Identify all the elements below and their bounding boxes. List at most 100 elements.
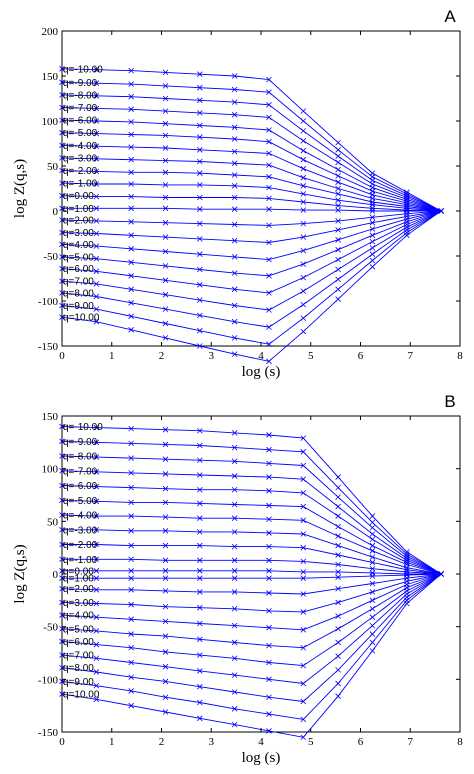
data-point-marker	[93, 483, 100, 490]
data-point-marker	[162, 263, 169, 269]
data-point-marker	[335, 227, 341, 233]
data-point-marker	[59, 652, 65, 658]
data-point-marker	[128, 556, 134, 563]
data-point-marker	[59, 453, 65, 459]
data-point-marker	[300, 544, 307, 551]
y-tick-label: -150	[38, 341, 59, 353]
series-q0.00: q=0.00	[59, 191, 444, 214]
data-point-marker	[369, 219, 376, 226]
data-point-marker	[335, 179, 341, 185]
data-point-marker	[266, 195, 272, 202]
data-point-marker	[197, 110, 203, 116]
data-point-marker	[369, 245, 376, 251]
data-point-marker	[162, 205, 169, 212]
data-point-marker	[231, 99, 238, 105]
series-label: q=6.00	[63, 264, 94, 275]
series-q8.00: q=8.00	[59, 208, 444, 330]
series-label: q=10.00	[63, 313, 100, 324]
data-point-marker	[59, 482, 65, 489]
data-point-marker	[93, 669, 100, 675]
series-label: q=3.00	[63, 228, 94, 239]
data-point-marker	[369, 573, 376, 579]
data-point-marker	[335, 207, 341, 213]
data-point-marker	[59, 104, 65, 111]
data-point-marker	[231, 237, 238, 244]
data-point-marker	[162, 194, 169, 201]
data-point-marker	[128, 659, 134, 666]
data-point-marker	[162, 588, 169, 594]
series-label: q=-2.00	[63, 166, 98, 177]
data-point-marker	[266, 222, 272, 229]
data-point-marker	[300, 449, 307, 455]
data-point-marker	[266, 432, 272, 438]
data-point-marker	[438, 571, 444, 577]
data-point-marker	[93, 281, 100, 287]
data-point-marker	[231, 286, 238, 293]
data-point-marker	[93, 614, 100, 620]
data-point-marker	[335, 680, 341, 687]
data-point-marker	[197, 557, 203, 564]
data-point-marker	[197, 312, 203, 319]
x-tick-label: 8	[457, 350, 463, 362]
series-label: q=-8.00	[63, 90, 98, 101]
data-point-marker	[266, 530, 272, 536]
x-tick-label: 0	[59, 350, 65, 362]
data-point-marker	[300, 199, 307, 205]
data-point-marker	[162, 248, 169, 255]
data-point-marker	[128, 246, 134, 252]
series-label: q=-1.00	[63, 179, 98, 190]
data-point-marker	[197, 652, 203, 658]
data-point-marker	[162, 426, 169, 433]
data-point-marker	[335, 533, 341, 539]
data-point-marker	[231, 86, 238, 93]
y-tick-label: -50	[43, 622, 58, 634]
series-line	[61, 182, 442, 212]
data-point-marker	[300, 328, 307, 335]
data-point-marker	[231, 73, 238, 79]
data-point-marker	[197, 182, 203, 188]
series-label: q=1.00	[63, 574, 94, 585]
series-line	[61, 210, 442, 277]
series-q6.00: q=6.00	[59, 208, 444, 296]
data-point-marker	[266, 127, 272, 133]
y-tick-label: 150	[42, 411, 59, 423]
data-point-marker	[335, 474, 341, 480]
data-point-marker	[128, 313, 134, 320]
data-point-marker	[197, 715, 203, 722]
data-point-marker	[231, 206, 238, 212]
series-line	[61, 107, 442, 212]
data-point-marker	[128, 144, 134, 150]
data-point-marker	[162, 145, 169, 151]
data-point-marker	[59, 568, 65, 574]
series-q3.00: q=3.00	[59, 208, 444, 246]
data-point-marker	[162, 306, 169, 312]
data-point-marker	[369, 238, 376, 245]
data-point-marker	[266, 516, 272, 523]
data-point-marker	[162, 709, 169, 715]
data-point-marker	[335, 173, 341, 179]
data-point-marker	[231, 270, 238, 276]
data-point-marker	[231, 575, 238, 581]
series-label: q=-10.00	[63, 422, 103, 433]
data-point-marker	[197, 251, 203, 257]
data-point-marker	[59, 66, 65, 72]
series-q1.00: q=1.00	[59, 571, 444, 585]
data-point-marker	[93, 168, 100, 175]
data-point-marker	[335, 561, 341, 568]
data-point-marker	[162, 120, 169, 127]
series-q10.00: q=10.00	[59, 208, 444, 365]
data-point-marker	[300, 274, 307, 281]
data-point-marker	[231, 111, 238, 118]
series-line	[61, 455, 442, 575]
series-line	[61, 210, 442, 261]
data-point-marker	[197, 343, 203, 349]
data-point-marker	[266, 568, 272, 574]
data-point-marker	[300, 435, 307, 441]
data-point-marker	[128, 232, 134, 239]
data-point-marker	[300, 183, 307, 189]
data-point-marker	[300, 627, 307, 633]
data-point-marker	[128, 440, 134, 447]
data-point-marker	[369, 232, 376, 239]
data-point-marker	[197, 97, 203, 104]
data-point-marker	[231, 172, 238, 178]
